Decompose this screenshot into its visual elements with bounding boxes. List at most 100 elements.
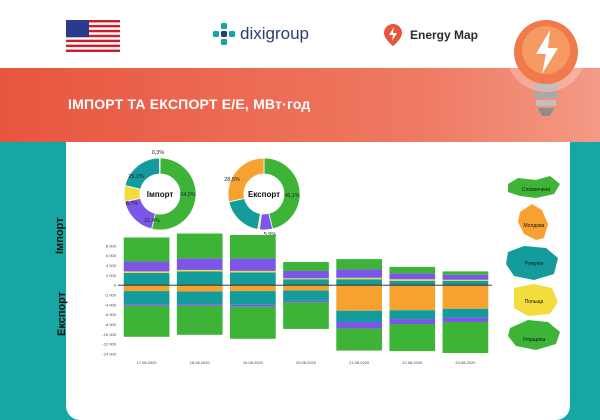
import-bar-segment xyxy=(442,280,489,286)
export-bar-segment xyxy=(336,285,382,311)
pie-hole xyxy=(245,175,283,213)
poland-map-icon xyxy=(514,284,558,316)
pie-slice-label: 64,5% xyxy=(180,192,196,198)
pie-slice-label: 0,3% xyxy=(152,150,165,156)
y-tick-label: 4 000 xyxy=(106,263,117,268)
map-label-hungary: Угорщина xyxy=(523,337,546,343)
map-label-slovakia: Словаччина xyxy=(522,187,550,193)
slovakia-map-icon xyxy=(508,176,560,198)
export-bar-segment xyxy=(389,285,436,311)
export-bar-segment xyxy=(230,285,276,292)
export-bar-segment xyxy=(230,306,276,339)
pie-slice-label: 25,1% xyxy=(128,174,144,180)
import-bar-segment xyxy=(283,278,329,280)
map-label-romania: Румунія xyxy=(525,261,544,267)
export-pie-chart: 46,1%5,9%0,8%18,6%28,5%Експорт xyxy=(224,157,301,241)
import-bar-segment xyxy=(442,279,489,281)
import-bar-segment xyxy=(176,258,223,270)
export-bar-segment xyxy=(389,310,436,320)
export-bar-segment xyxy=(176,304,223,306)
y-tick-label: -12 000 xyxy=(102,342,116,347)
y-tick-label: -4 000 xyxy=(105,302,117,307)
y-tick-label: -8 000 xyxy=(105,322,117,327)
pie-title: Імпорт xyxy=(147,190,174,199)
import-bar-segment xyxy=(123,261,170,272)
energy-map-logo: Energy Map xyxy=(384,24,478,46)
x-tick-label: 23.08.2020 xyxy=(455,360,476,365)
export-bar-segment xyxy=(283,290,329,301)
pie-slice-label: 46,1% xyxy=(284,193,300,199)
pie-slice-label: 5,9% xyxy=(264,232,277,238)
import-bar-segment xyxy=(176,233,223,259)
import-bar-segment xyxy=(336,259,382,270)
export-bar-segment xyxy=(442,322,489,354)
x-tick-label: 18.08.2020 xyxy=(190,360,211,365)
energy-map-text: Energy Map xyxy=(410,28,479,42)
y-tick-label: -14 000 xyxy=(102,352,116,357)
pie-slice xyxy=(159,157,161,175)
light-bulb-icon xyxy=(506,12,586,116)
x-tick-label: 21.08.2020 xyxy=(349,360,370,365)
export-bar-segment xyxy=(442,317,489,323)
export-bar-segment xyxy=(176,291,223,305)
y-tick-label: 8 000 xyxy=(106,243,117,248)
export-bar-segment xyxy=(283,302,329,329)
import-bar-segment xyxy=(123,271,170,273)
export-bar-segment xyxy=(123,304,170,306)
export-bar-segment xyxy=(442,285,489,309)
import-bar-segment xyxy=(230,235,276,259)
export-bar-segment xyxy=(123,305,170,337)
map-label-poland: Польща xyxy=(525,299,544,305)
x-tick-label: 19.08.2020 xyxy=(243,360,264,365)
pie-title: Експорт xyxy=(248,190,280,199)
export-bar-segment xyxy=(336,310,382,323)
export-bar-segment xyxy=(389,319,436,325)
import-bar-segment xyxy=(442,271,489,275)
import-bar-segment xyxy=(442,274,489,280)
export-axis-label: Експорт xyxy=(56,291,68,336)
y-tick-label: -6 000 xyxy=(105,312,117,317)
x-tick-label: 17.08.2020 xyxy=(137,360,158,365)
pie-slice xyxy=(227,157,265,203)
dixigroup-logo-text: dixigroup xyxy=(240,24,309,43)
map-pin-icon xyxy=(384,24,402,46)
import-bar-segment xyxy=(283,262,329,271)
pie-slice-label: 28,5% xyxy=(224,177,240,183)
import-pie-chart: 64,5% 21,4% 8,7% 25,1% 0,3% Імпорт xyxy=(123,150,197,231)
pie-slice-label: 21,4% xyxy=(144,218,160,224)
import-bar-segment xyxy=(230,258,276,271)
export-bar-segment xyxy=(230,291,276,305)
map-label-moldova: Молдова xyxy=(524,223,545,229)
x-tick-label: 22.08.2020 xyxy=(402,360,423,365)
import-bar-segment xyxy=(176,271,223,286)
export-bar-segment xyxy=(230,304,276,307)
export-bar-segment xyxy=(176,285,223,292)
romania-map-icon xyxy=(506,246,558,280)
y-tick-label: -2 000 xyxy=(105,293,117,298)
import-bar-segment xyxy=(389,266,436,274)
import-bar-segment xyxy=(336,277,382,280)
y-tick-label: 0 xyxy=(114,283,117,288)
us-flag-icon xyxy=(66,20,120,52)
import-bar-segment xyxy=(123,272,170,286)
y-tick-label: 6 000 xyxy=(106,253,117,258)
import-bar-segment xyxy=(283,270,329,279)
import-bar-segment xyxy=(176,269,223,272)
export-bar-segment xyxy=(336,322,382,329)
import-bar-segment xyxy=(336,269,382,278)
export-bar-segment xyxy=(336,328,382,351)
import-axis-label: Імпорт xyxy=(54,217,66,254)
import-bar-segment xyxy=(230,272,276,286)
x-tick-label: 20.08.2020 xyxy=(296,360,317,365)
import-bar-segment xyxy=(283,279,329,286)
pie-slice xyxy=(151,157,197,231)
country-map-legend: Словаччина Молдова Румунія Польща Угорщи… xyxy=(506,176,560,350)
export-bar-segment xyxy=(389,324,436,352)
import-bar-segment xyxy=(389,280,436,286)
import-bar-segment xyxy=(389,279,436,281)
hungary-map-icon xyxy=(508,320,560,350)
dixigroup-logo-icon xyxy=(213,23,235,45)
import-bar-segment xyxy=(230,270,276,273)
export-bar-segment xyxy=(283,300,329,303)
export-bar-segment xyxy=(283,285,329,291)
